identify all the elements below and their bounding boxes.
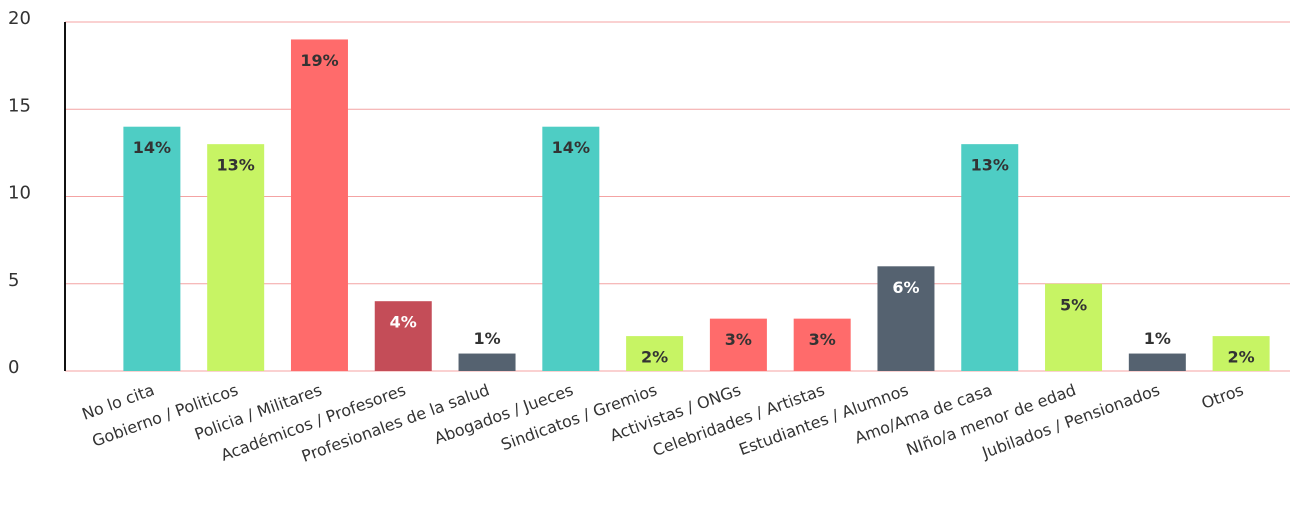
bar (290, 39, 348, 371)
y-tick-label: 20 (8, 8, 31, 29)
y-tick-label: 5 (8, 270, 19, 291)
value-label: 4% (390, 313, 417, 332)
value-label: 2% (1228, 348, 1255, 367)
bar (207, 144, 265, 371)
y-tick-label: 10 (8, 183, 31, 204)
value-label: 6% (892, 278, 919, 297)
bar (793, 318, 851, 371)
bar (961, 144, 1019, 371)
x-tick-label: Gobierno / Politicos (90, 380, 241, 450)
y-tick-label: 0 (8, 357, 19, 378)
value-label: 14% (133, 138, 171, 157)
bar (542, 126, 600, 371)
bar (1128, 353, 1186, 371)
value-label: 2% (641, 348, 668, 367)
y-tick-label: 15 (8, 95, 31, 116)
value-label: 5% (1060, 295, 1087, 314)
bar (1212, 336, 1270, 371)
x-tick-label: Otros (1199, 380, 1246, 413)
bar (877, 266, 935, 371)
value-label: 3% (725, 330, 752, 349)
value-label: 13% (971, 156, 1009, 175)
bar (123, 126, 181, 371)
value-label: 1% (1144, 329, 1171, 348)
bar (626, 336, 684, 371)
bar (1045, 283, 1103, 371)
value-label: 14% (552, 138, 590, 157)
value-label: 19% (300, 51, 338, 70)
value-label: 13% (217, 156, 255, 175)
bar (458, 353, 516, 371)
bar (374, 301, 432, 371)
value-label: 1% (473, 329, 500, 348)
value-label: 3% (809, 330, 836, 349)
bar (709, 318, 767, 371)
